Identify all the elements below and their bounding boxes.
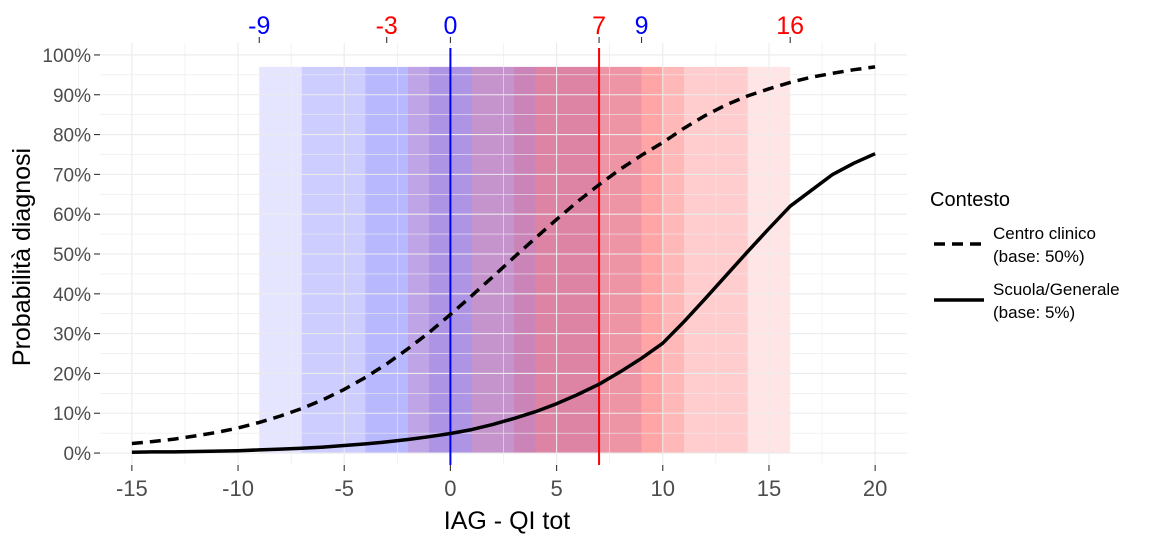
y-tick-label: 20% — [53, 364, 91, 385]
x-tick-labels: -15 -10 -5 0 5 10 15 20 — [116, 465, 887, 501]
top-axis-labels: -9 -3 0 7 9 16 — [248, 12, 804, 43]
top-tick-label: -3 — [376, 12, 398, 40]
reference-lines-layer — [449, 48, 601, 465]
x-tick-label: -10 — [222, 476, 254, 501]
legend-label-scuola-line2: (base: 5%) — [993, 303, 1075, 322]
x-tick-label: 5 — [550, 476, 562, 501]
top-tick-label: 7 — [592, 12, 606, 40]
series-layer — [131, 65, 876, 455]
top-tick-label: -9 — [248, 12, 270, 40]
y-tick-label: 70% — [53, 165, 91, 186]
legend-label-centro-line2: (base: 50%) — [993, 247, 1085, 266]
x-tick-label: -15 — [116, 476, 148, 501]
y-tick-label: 80% — [53, 126, 91, 147]
x-tick-label: 0 — [444, 476, 456, 501]
y-tick-label: 100% — [42, 46, 91, 67]
y-tick-label: 30% — [53, 325, 91, 346]
y-tick-label: 10% — [53, 404, 91, 425]
x-tick-label: 10 — [651, 476, 675, 501]
x-axis-title: IAG - QI tot — [444, 507, 570, 535]
x-tick-label: 20 — [863, 476, 887, 501]
grid-layer — [78, 43, 907, 465]
legend-label-scuola-line1: Scuola/Generale — [993, 280, 1120, 299]
y-tick-label: 0% — [64, 444, 92, 465]
x-tick-label: 15 — [757, 476, 781, 501]
top-tick-label: 9 — [635, 12, 649, 40]
y-axis-title: Probabilità diagnosi — [8, 148, 36, 366]
x-tick-label: -5 — [334, 476, 354, 501]
y-tick-label: 60% — [53, 205, 91, 226]
legend-title: Contesto — [930, 189, 1010, 211]
y-tick-label: 50% — [53, 245, 91, 266]
series-line-centro-clinico — [131, 65, 876, 446]
y-tick-labels: 0% 10% 20% 30% 40% 50% 60% 70% 80% 90% 100% — [42, 46, 100, 465]
top-tick-label: 16 — [776, 12, 804, 40]
top-tick-label: 0 — [443, 12, 457, 40]
legend-label-centro-line1: Centro clinico — [993, 224, 1096, 243]
y-tick-label: 40% — [53, 285, 91, 306]
y-tick-label: 90% — [53, 86, 91, 107]
legend: Contesto Centro clinico (base: 50%) Scuo… — [930, 189, 1120, 322]
shaded-bands-layer — [259, 66, 791, 454]
series-line-scuola-generale — [131, 152, 876, 455]
